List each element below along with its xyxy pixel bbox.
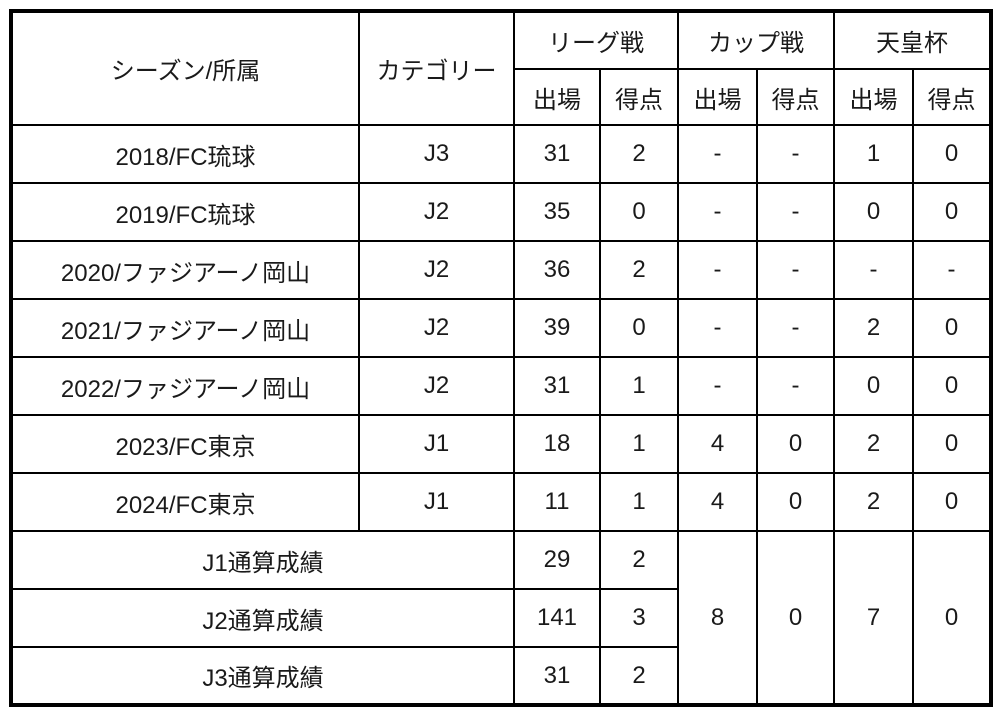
league-goals-cell: 1 — [599, 472, 679, 532]
category-cell: J3 — [358, 124, 515, 184]
category-cell: J2 — [358, 298, 515, 358]
totals-row-j1: J1通算成績 29 2 8 0 7 0 — [10, 530, 992, 706]
header-emperor-group-cell: 天皇杯 — [833, 10, 992, 70]
cup-goals-cell: - — [756, 356, 835, 416]
emperor-apps-cell: 2 — [833, 472, 914, 532]
header-season-cell: シーズン/所属 — [10, 10, 360, 126]
total-label-cell: J1通算成績 — [10, 530, 515, 590]
league-apps-cell: 39 — [513, 298, 601, 358]
season-row-2022: 2022/ファジアーノ岡山 J2 31 1 - - 0 0 — [10, 356, 992, 416]
league-apps-cell: 31 — [513, 356, 601, 416]
league-goals-cell: 0 — [599, 182, 679, 242]
league-goals-cell: 1 — [599, 414, 679, 474]
header-league-apps-cell: 出場 — [513, 68, 601, 126]
cup-apps-cell: 4 — [677, 472, 758, 532]
totals-row-j3: J3通算成績 31 2 — [10, 646, 991, 706]
emperor-goals-cell: 0 — [912, 124, 992, 184]
header-league-goals-cell: 得点 — [599, 68, 679, 126]
category-cell: J2 — [358, 182, 515, 242]
league-goals-cell: 1 — [599, 356, 679, 416]
season-cell: 2018/FC琉球 — [10, 124, 360, 184]
league-apps-cell: 11 — [513, 472, 601, 532]
season-cell: 2019/FC琉球 — [10, 182, 360, 242]
emperor-goals-cell: 0 — [912, 356, 992, 416]
emperor-goals-cell: 0 — [912, 472, 992, 532]
cup-goals-cell: 0 — [756, 472, 835, 532]
season-row-2018: 2018/FC琉球 J3 31 2 - - 1 0 — [10, 124, 992, 184]
total-league-apps-cell: 141 — [513, 588, 601, 648]
season-cell: 2021/ファジアーノ岡山 — [10, 298, 360, 358]
total-league-goals-cell: 2 — [599, 646, 679, 706]
season-cell: 2023/FC東京 — [10, 414, 360, 474]
header-cup-group-cell: カップ戦 — [677, 10, 835, 70]
league-apps-cell: 36 — [513, 240, 601, 300]
emperor-goals-cell: 0 — [912, 298, 992, 358]
total-league-apps-cell: 29 — [513, 530, 601, 590]
totals-emperor-goals-cell: 0 — [912, 530, 992, 706]
emperor-apps-cell: - — [833, 240, 914, 300]
league-goals-cell: 2 — [599, 240, 679, 300]
season-row-2021: 2021/ファジアーノ岡山 J2 39 0 - - 2 0 — [10, 298, 992, 358]
season-row-2023: 2023/FC東京 J1 18 1 4 0 2 0 — [10, 414, 992, 474]
league-apps-cell: 18 — [513, 414, 601, 474]
season-row-2024: 2024/FC東京 J1 11 1 4 0 2 0 — [10, 472, 992, 532]
emperor-goals-cell: - — [912, 240, 992, 300]
header-cup-apps-cell: 出場 — [677, 68, 758, 126]
cup-goals-cell: - — [756, 182, 835, 242]
emperor-apps-cell: 2 — [833, 414, 914, 474]
cup-apps-cell: - — [677, 356, 758, 416]
header-emperor-apps-cell: 出場 — [833, 68, 914, 126]
header-category-cell: カテゴリー — [358, 10, 515, 126]
season-row-2019: 2019/FC琉球 J2 35 0 - - 0 0 — [10, 182, 992, 242]
career-stats-table: シーズン/所属 カテゴリー リーグ戦 カップ戦 天皇杯 出場 得点 出場 得点 … — [9, 9, 993, 707]
totals-cup-goals-cell: 0 — [756, 530, 835, 706]
league-goals-cell: 0 — [599, 298, 679, 358]
emperor-apps-cell: 2 — [833, 298, 914, 358]
league-apps-cell: 35 — [513, 182, 601, 242]
emperor-apps-cell: 1 — [833, 124, 914, 184]
total-label-cell: J3通算成績 — [10, 646, 515, 706]
category-cell: J1 — [358, 414, 515, 474]
header-league-group-cell: リーグ戦 — [513, 10, 679, 70]
cup-apps-cell: - — [677, 182, 758, 242]
header-row-sub: 出場 得点 出場 得点 出場 得点 — [11, 68, 992, 126]
header-emperor-goals-cell: 得点 — [912, 68, 992, 126]
emperor-apps-cell: 0 — [833, 182, 914, 242]
season-cell: 2022/ファジアーノ岡山 — [10, 356, 360, 416]
emperor-goals-cell: 0 — [912, 414, 992, 474]
category-cell: J2 — [358, 240, 515, 300]
league-goals-cell: 2 — [599, 124, 679, 184]
season-cell: 2024/FC東京 — [10, 472, 360, 532]
emperor-apps-cell: 0 — [833, 356, 914, 416]
category-cell: J1 — [358, 472, 515, 532]
cup-goals-cell: - — [756, 124, 835, 184]
cup-goals-cell: - — [756, 240, 835, 300]
cup-goals-cell: 0 — [756, 414, 835, 474]
total-league-goals-cell: 3 — [599, 588, 679, 648]
cup-apps-cell: - — [677, 298, 758, 358]
cup-apps-cell: - — [677, 240, 758, 300]
totals-cup-apps-cell: 8 — [677, 530, 758, 706]
total-league-apps-cell: 31 — [513, 646, 601, 706]
season-row-2020: 2020/ファジアーノ岡山 J2 36 2 - - - - — [10, 240, 992, 300]
cup-goals-cell: - — [756, 298, 835, 358]
total-label-cell: J2通算成績 — [10, 588, 515, 648]
totals-emperor-apps-cell: 7 — [833, 530, 914, 706]
cup-apps-cell: 4 — [677, 414, 758, 474]
header-row-groups: シーズン/所属 カテゴリー リーグ戦 カップ戦 天皇杯 — [10, 10, 992, 126]
league-apps-cell: 31 — [513, 124, 601, 184]
category-cell: J2 — [358, 356, 515, 416]
total-league-goals-cell: 2 — [599, 530, 679, 590]
totals-row-j2: J2通算成績 141 3 — [10, 588, 991, 648]
header-cup-goals-cell: 得点 — [756, 68, 835, 126]
cup-apps-cell: - — [677, 124, 758, 184]
emperor-goals-cell: 0 — [912, 182, 992, 242]
season-cell: 2020/ファジアーノ岡山 — [10, 240, 360, 300]
